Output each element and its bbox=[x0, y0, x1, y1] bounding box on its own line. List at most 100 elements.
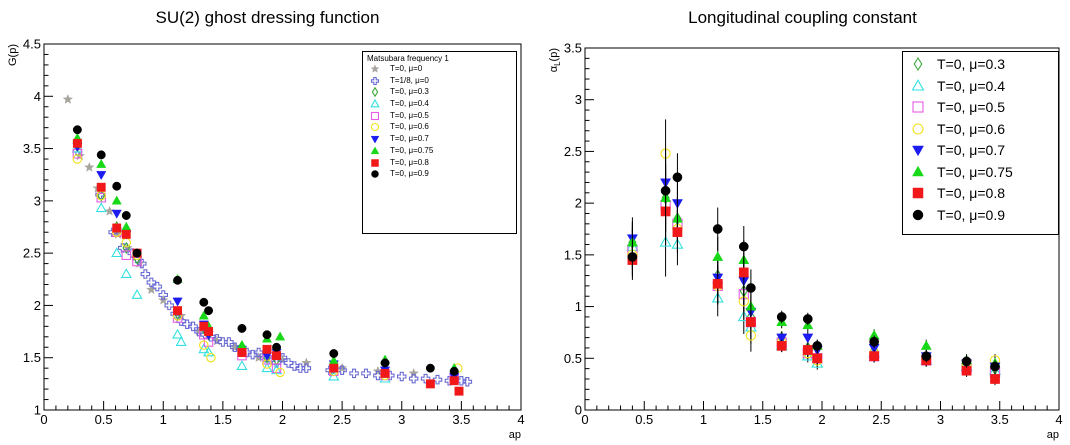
x-tick-label: 3.5 bbox=[991, 412, 1009, 427]
x-tick-label: 0.5 bbox=[635, 412, 653, 427]
data-point bbox=[236, 360, 248, 370]
data-point bbox=[112, 181, 122, 191]
legend-marker bbox=[371, 158, 379, 167]
legend-label: T=0, μ=0.6 bbox=[390, 122, 429, 132]
data-point bbox=[712, 251, 724, 261]
data-point bbox=[329, 349, 339, 358]
legend-item: T=0, μ=0.5 bbox=[363, 110, 516, 122]
legend-marker-shape bbox=[912, 187, 924, 199]
legend-marker bbox=[911, 78, 925, 91]
data-point bbox=[712, 278, 723, 289]
data-point bbox=[449, 376, 459, 386]
legend-marker bbox=[913, 56, 923, 72]
legend-item: T=1/8, μ=0 bbox=[363, 75, 516, 87]
data-point bbox=[462, 377, 473, 387]
data-point bbox=[801, 349, 814, 361]
y-tick-label: 2 bbox=[575, 196, 582, 211]
data-point bbox=[157, 294, 169, 305]
data-point bbox=[776, 312, 787, 322]
data-point bbox=[272, 351, 281, 361]
data-point bbox=[204, 327, 214, 337]
data-point bbox=[72, 154, 83, 164]
data-point bbox=[121, 229, 131, 239]
legend-item: T=0, μ=0 bbox=[363, 63, 516, 75]
y-tick-label: 1 bbox=[34, 403, 41, 418]
x-axis-label: ap bbox=[509, 429, 521, 441]
data-point bbox=[275, 331, 286, 341]
data-point bbox=[204, 306, 214, 316]
legend-label: T=0, μ=0.9 bbox=[390, 169, 429, 179]
data-point bbox=[188, 321, 198, 332]
data-point bbox=[738, 241, 749, 252]
data-point bbox=[120, 268, 132, 278]
legend-item: T=0, μ=0.5 bbox=[903, 97, 1058, 119]
data-point bbox=[72, 125, 82, 135]
legend-label: T=0, μ=0.5 bbox=[937, 99, 1005, 115]
data-point bbox=[172, 297, 183, 307]
data-point bbox=[812, 353, 823, 364]
data-point bbox=[96, 150, 106, 160]
data-point bbox=[737, 310, 750, 322]
legend-marker-shape bbox=[370, 76, 380, 85]
y-tick-label: 3.5 bbox=[23, 141, 41, 156]
legend-label: T=0, μ=0.7 bbox=[937, 142, 1005, 158]
data-point bbox=[349, 368, 359, 379]
coupling-constant-plot: 0 0.5 1 1.5 2 2.5 3 3.5 4 0 0.5 1 1.5 2 2.5 3 3.5 ap αL(p) bbox=[548, 41, 1063, 442]
data-point bbox=[111, 247, 123, 258]
data-point bbox=[380, 368, 390, 378]
data-point bbox=[329, 363, 339, 373]
legend-marker bbox=[371, 87, 379, 98]
legend-item: T=0, μ=0.3 bbox=[363, 86, 516, 98]
data-point bbox=[96, 182, 106, 192]
legend-marker-shape bbox=[370, 111, 380, 120]
data-point bbox=[272, 342, 281, 352]
legend-item: T=0, μ=0.8 bbox=[363, 157, 516, 169]
legend-marker-shape bbox=[370, 146, 380, 154]
data-point bbox=[199, 297, 209, 307]
legend-item: T=0, μ=0.75 bbox=[903, 162, 1058, 184]
data-point bbox=[802, 345, 813, 355]
legend-marker bbox=[912, 165, 924, 176]
data-point bbox=[672, 172, 683, 183]
data-point bbox=[812, 341, 823, 351]
series-T=0, μ=0.8 bbox=[72, 138, 464, 396]
legend-marker-shape bbox=[370, 136, 380, 144]
data-point bbox=[921, 351, 932, 362]
coupling-constant-panel: Longitudinal coupling constant 0 0.5 1 1.5 2… bbox=[535, 0, 1070, 445]
x-tick-label: 0 bbox=[40, 412, 47, 427]
data-point bbox=[738, 267, 749, 278]
y-tick-label: 2 bbox=[34, 298, 41, 313]
legend-title: Matsubara frequency 1 bbox=[367, 54, 449, 63]
data-point bbox=[659, 236, 672, 247]
series-T=0, μ=0.9 bbox=[627, 153, 1000, 373]
legend-item: T=0, μ=0.6 bbox=[903, 119, 1058, 141]
data-point bbox=[111, 195, 122, 205]
y-tick-label: 0 bbox=[575, 403, 582, 418]
data-point bbox=[237, 348, 247, 357]
y-tick-label: 4 bbox=[34, 89, 41, 104]
x-tick-label: 2.5 bbox=[333, 412, 351, 427]
data-point bbox=[262, 344, 272, 354]
data-point bbox=[379, 372, 391, 383]
data-point bbox=[132, 248, 142, 258]
data-point bbox=[396, 371, 407, 382]
chart-legend: Matsubara frequency 1 T=0, μ=0 T=1/8, μ=0… bbox=[362, 51, 517, 234]
legend-item: T=0, μ=0.7 bbox=[363, 133, 516, 145]
data-point bbox=[920, 340, 932, 350]
legend-item: T=0, μ=0.6 bbox=[363, 121, 516, 133]
legend-marker-shape bbox=[370, 64, 380, 73]
data-point bbox=[802, 333, 814, 344]
legend-label: T=0, μ=0.75 bbox=[937, 163, 1013, 180]
data-point bbox=[275, 367, 285, 378]
series-T=0, μ=0.9 bbox=[72, 125, 459, 376]
x-tick-label: 4 bbox=[517, 412, 524, 427]
x-tick-label: 2.5 bbox=[872, 412, 890, 427]
x-axis-label: ap bbox=[1047, 429, 1059, 441]
y-tick-label: 3 bbox=[34, 193, 41, 208]
y-tick-label: 1.5 bbox=[564, 247, 582, 262]
x-tick-label: 1 bbox=[160, 412, 167, 427]
legend-label: T=0, μ=0.7 bbox=[390, 134, 429, 144]
data-point bbox=[121, 250, 132, 260]
legend-item: T=0, μ=0.9 bbox=[363, 168, 516, 180]
legend-marker-shape bbox=[912, 145, 924, 157]
